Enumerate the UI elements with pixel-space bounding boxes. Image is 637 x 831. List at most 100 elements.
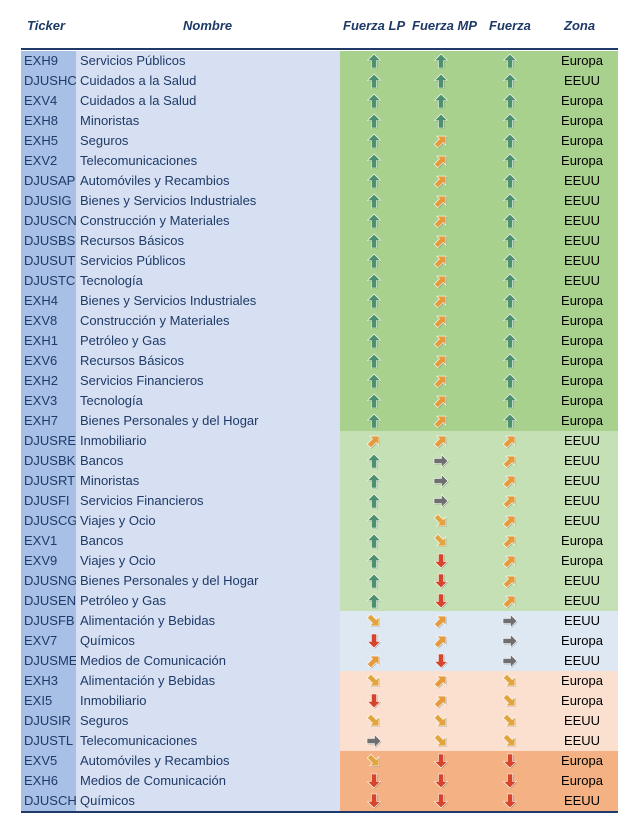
fuerza-mp-cell [407,251,474,271]
fuerza-mp-cell [407,351,474,371]
footer-rule [21,811,618,813]
arrow-up-icon [366,313,382,329]
ticker-cell: DJUSIR [21,711,76,731]
table-row: DJUSIR Seguros EEUU [21,711,618,731]
arrow-up-icon [366,213,382,229]
zona-cell: Europa [546,411,618,431]
table-row: DJUSRE Inmobiliario EEUU [21,431,618,451]
arrow-down-icon [502,773,518,789]
fuerza-mp-cell [407,191,474,211]
fuerza-mp-cell [407,631,474,651]
fuerza-cell [474,451,546,471]
fuerza-lp-cell [340,171,407,191]
fuerza-lp-cell [340,231,407,251]
fuerza-lp-cell [340,251,407,271]
arrow-up-right-icon [502,453,518,469]
ticker-cell: DJUSRT [21,471,76,491]
fuerza-lp-cell [340,51,407,71]
fuerza-cell [474,551,546,571]
arrow-up-right-icon [433,133,449,149]
table-row: EXV3 Tecnología Europa [21,391,618,411]
ticker-cell: EXV7 [21,631,76,651]
arrow-up-icon [502,253,518,269]
zona-cell: EEUU [546,711,618,731]
arrow-right-icon [366,733,382,749]
ticker-cell: EXH5 [21,131,76,151]
arrow-up-icon [433,73,449,89]
fuerza-mp-cell [407,151,474,171]
fuerza-lp-cell [340,371,407,391]
nombre-cell: Cuidados a la Salud [76,71,340,91]
nombre-cell: Químicos [76,631,340,651]
arrow-up-icon [366,533,382,549]
arrow-up-icon [366,173,382,189]
arrow-down-icon [366,633,382,649]
table-row: EXH9 Servicios Públicos Europa [21,51,618,71]
nombre-cell: Alimentación y Bebidas [76,611,340,631]
arrow-down-right-icon [366,613,382,629]
zona-cell: Europa [546,631,618,651]
table-row: DJUSFB Alimentación y Bebidas EEUU [21,611,618,631]
table-row: DJUSFI Servicios Financieros EEUU [21,491,618,511]
arrow-up-icon [366,233,382,249]
arrow-up-icon [502,213,518,229]
fuerza-mp-cell [407,311,474,331]
fuerza-mp-cell [407,751,474,771]
ticker-cell: DJUSAP [21,171,76,191]
nombre-cell: Bienes Personales y del Hogar [76,571,340,591]
nombre-cell: Bienes y Servicios Industriales [76,291,340,311]
table-row: DJUSBS Recursos Básicos EEUU [21,231,618,251]
arrow-up-right-icon [433,393,449,409]
fuerza-cell [474,251,546,271]
fuerza-mp-cell [407,271,474,291]
table-header: Ticker Nombre Fuerza LP Fuerza MP Fuerza… [21,10,618,42]
table-row: EXV4 Cuidados a la Salud Europa [21,91,618,111]
arrow-up-icon [502,113,518,129]
table-row: EXV8 Construcción y Materiales Europa [21,311,618,331]
arrow-up-icon [502,313,518,329]
arrow-up-right-icon [433,193,449,209]
table-row: EXV6 Recursos Básicos Europa [21,351,618,371]
ticker-cell: DJUSCG [21,511,77,531]
fuerza-mp-cell [407,491,474,511]
fuerza-lp-cell [340,211,407,231]
arrow-right-icon [502,633,518,649]
fuerza-lp-cell [340,571,407,591]
nombre-cell: Alimentación y Bebidas [76,671,340,691]
arrow-up-icon [366,93,382,109]
fuerza-cell [474,91,546,111]
ticker-cell: EXH9 [21,51,76,71]
header-rule [21,48,618,50]
fuerza-mp-cell [407,571,474,591]
arrow-down-right-icon [433,733,449,749]
fuerza-cell [474,211,546,231]
fuerza-lp-cell [340,351,407,371]
fuerza-cell [474,131,546,151]
table-row: EXV5 Automóviles y Recambios Europa [21,751,618,771]
arrow-down-icon [433,793,449,809]
fuerza-mp-cell [407,771,474,791]
arrow-down-icon [502,793,518,809]
nombre-cell: Minoristas [76,471,340,491]
ticker-cell: EXI5 [21,691,76,711]
arrow-up-icon [366,573,382,589]
arrow-up-icon [366,53,382,69]
fuerza-mp-cell [407,671,474,691]
table-row: DJUSTL Telecomunicaciones EEUU [21,731,618,751]
arrow-up-icon [366,513,382,529]
ticker-cell: DJUSFB [21,611,76,631]
fuerza-lp-cell [340,131,407,151]
ticker-cell: EXV6 [21,351,76,371]
fuerza-cell [474,331,546,351]
arrow-up-icon [366,493,382,509]
arrow-down-right-icon [433,533,449,549]
arrow-up-right-icon [433,633,449,649]
arrow-up-icon [433,93,449,109]
ticker-cell: EXV9 [21,551,76,571]
fuerza-cell [474,611,546,631]
arrow-up-icon [366,333,382,349]
fuerza-cell [474,371,546,391]
arrow-right-icon [433,453,449,469]
nombre-cell: Viajes y Ocio [76,511,340,531]
nombre-cell: Bienes y Servicios Industriales [76,191,340,211]
